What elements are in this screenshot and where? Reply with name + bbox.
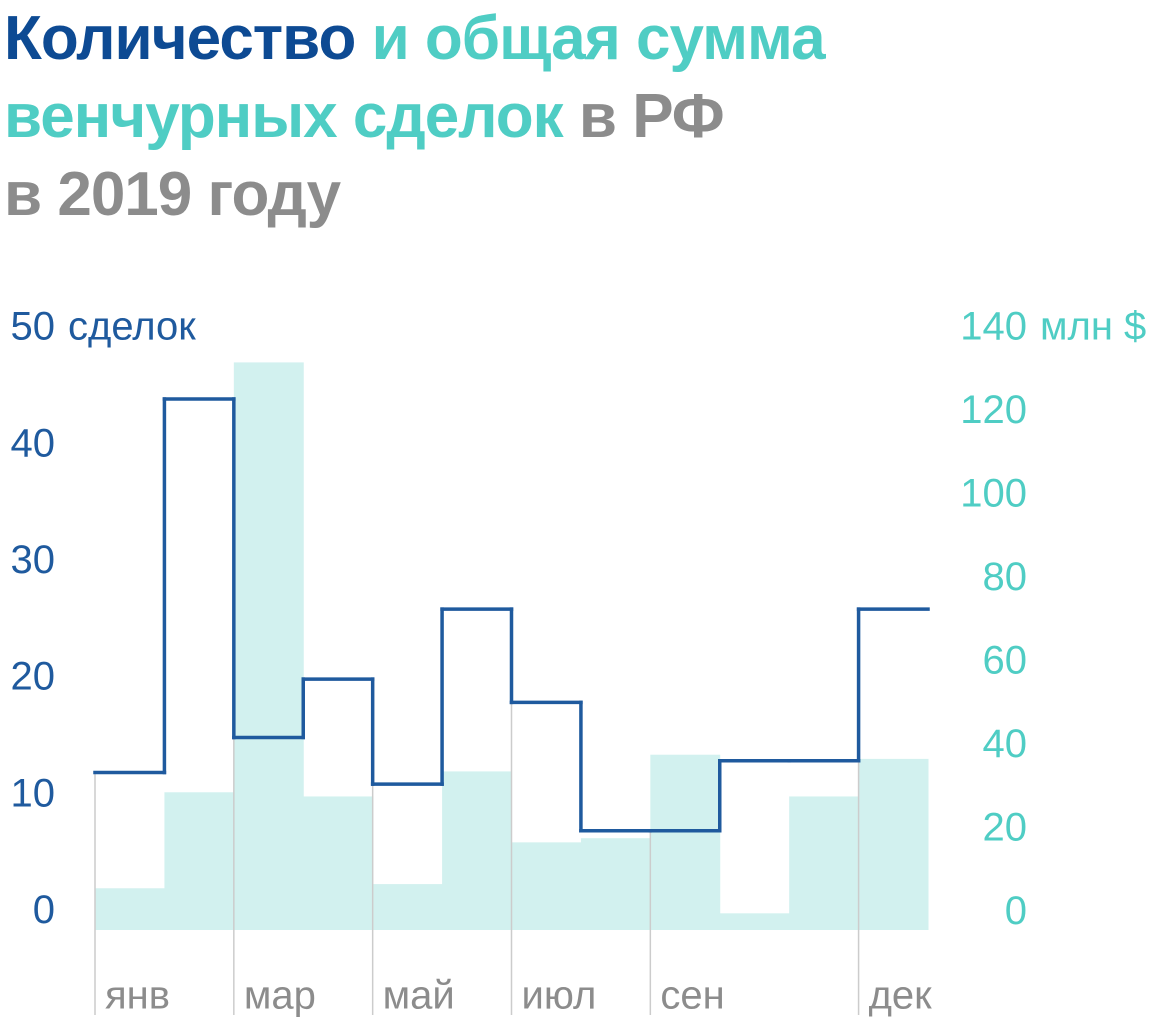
title-line: венчурных сделок в РФ xyxy=(4,78,825,156)
x-tick-label: мар xyxy=(244,974,316,1018)
y2-tick-label: 80 xyxy=(983,555,1028,599)
y-tick-label: 0 xyxy=(33,888,55,932)
bar xyxy=(789,796,860,930)
y-tick-label: 40 xyxy=(11,421,56,465)
title-part: и общая сумма xyxy=(371,4,826,73)
bar xyxy=(442,771,512,930)
deals-line xyxy=(93,397,930,833)
y2-tick-label: 40 xyxy=(983,722,1028,766)
bar xyxy=(719,913,790,930)
bar xyxy=(650,754,721,930)
bar xyxy=(233,362,304,930)
title-line: Количество и общая сумма xyxy=(4,0,826,78)
y2-tick-label: 140 xyxy=(960,305,1027,349)
bar xyxy=(511,842,582,930)
y-tick-label: 50 xyxy=(11,305,56,349)
title-line: в 2019 году xyxy=(4,156,825,234)
title-part: венчурных сделок xyxy=(4,82,564,151)
chart-title: Количество и общая сумма венчурных сделок… xyxy=(4,0,826,234)
title-part: в РФ xyxy=(578,82,725,151)
y-tick-label: 10 xyxy=(11,771,56,815)
bar xyxy=(580,838,651,930)
y2-axis-label: млн $ xyxy=(1040,305,1146,349)
title-part: Количество xyxy=(4,4,356,73)
bar xyxy=(303,796,374,930)
x-tick-label: дек xyxy=(869,974,933,1018)
y2-tick-label: 60 xyxy=(983,638,1028,682)
y-tick-label: 30 xyxy=(11,538,56,582)
bar xyxy=(372,884,443,930)
y-axis-label: сделок xyxy=(68,305,196,349)
y2-tick-label: 20 xyxy=(983,805,1028,849)
y2-tick-label: 120 xyxy=(960,388,1027,432)
bars xyxy=(95,362,929,930)
x-tick-label: июл xyxy=(522,974,597,1018)
x-tick-label: сен xyxy=(660,974,724,1018)
y2-tick-label: 100 xyxy=(960,472,1027,516)
bar xyxy=(858,758,929,930)
x-tick-label: янв xyxy=(105,974,170,1018)
bar xyxy=(95,888,165,930)
y-tick-label: 20 xyxy=(11,655,56,699)
title-part: в 2019 году xyxy=(4,160,341,229)
x-tick-label: май xyxy=(383,974,455,1018)
y2-tick-label: 0 xyxy=(1005,889,1027,933)
bar xyxy=(164,792,235,930)
